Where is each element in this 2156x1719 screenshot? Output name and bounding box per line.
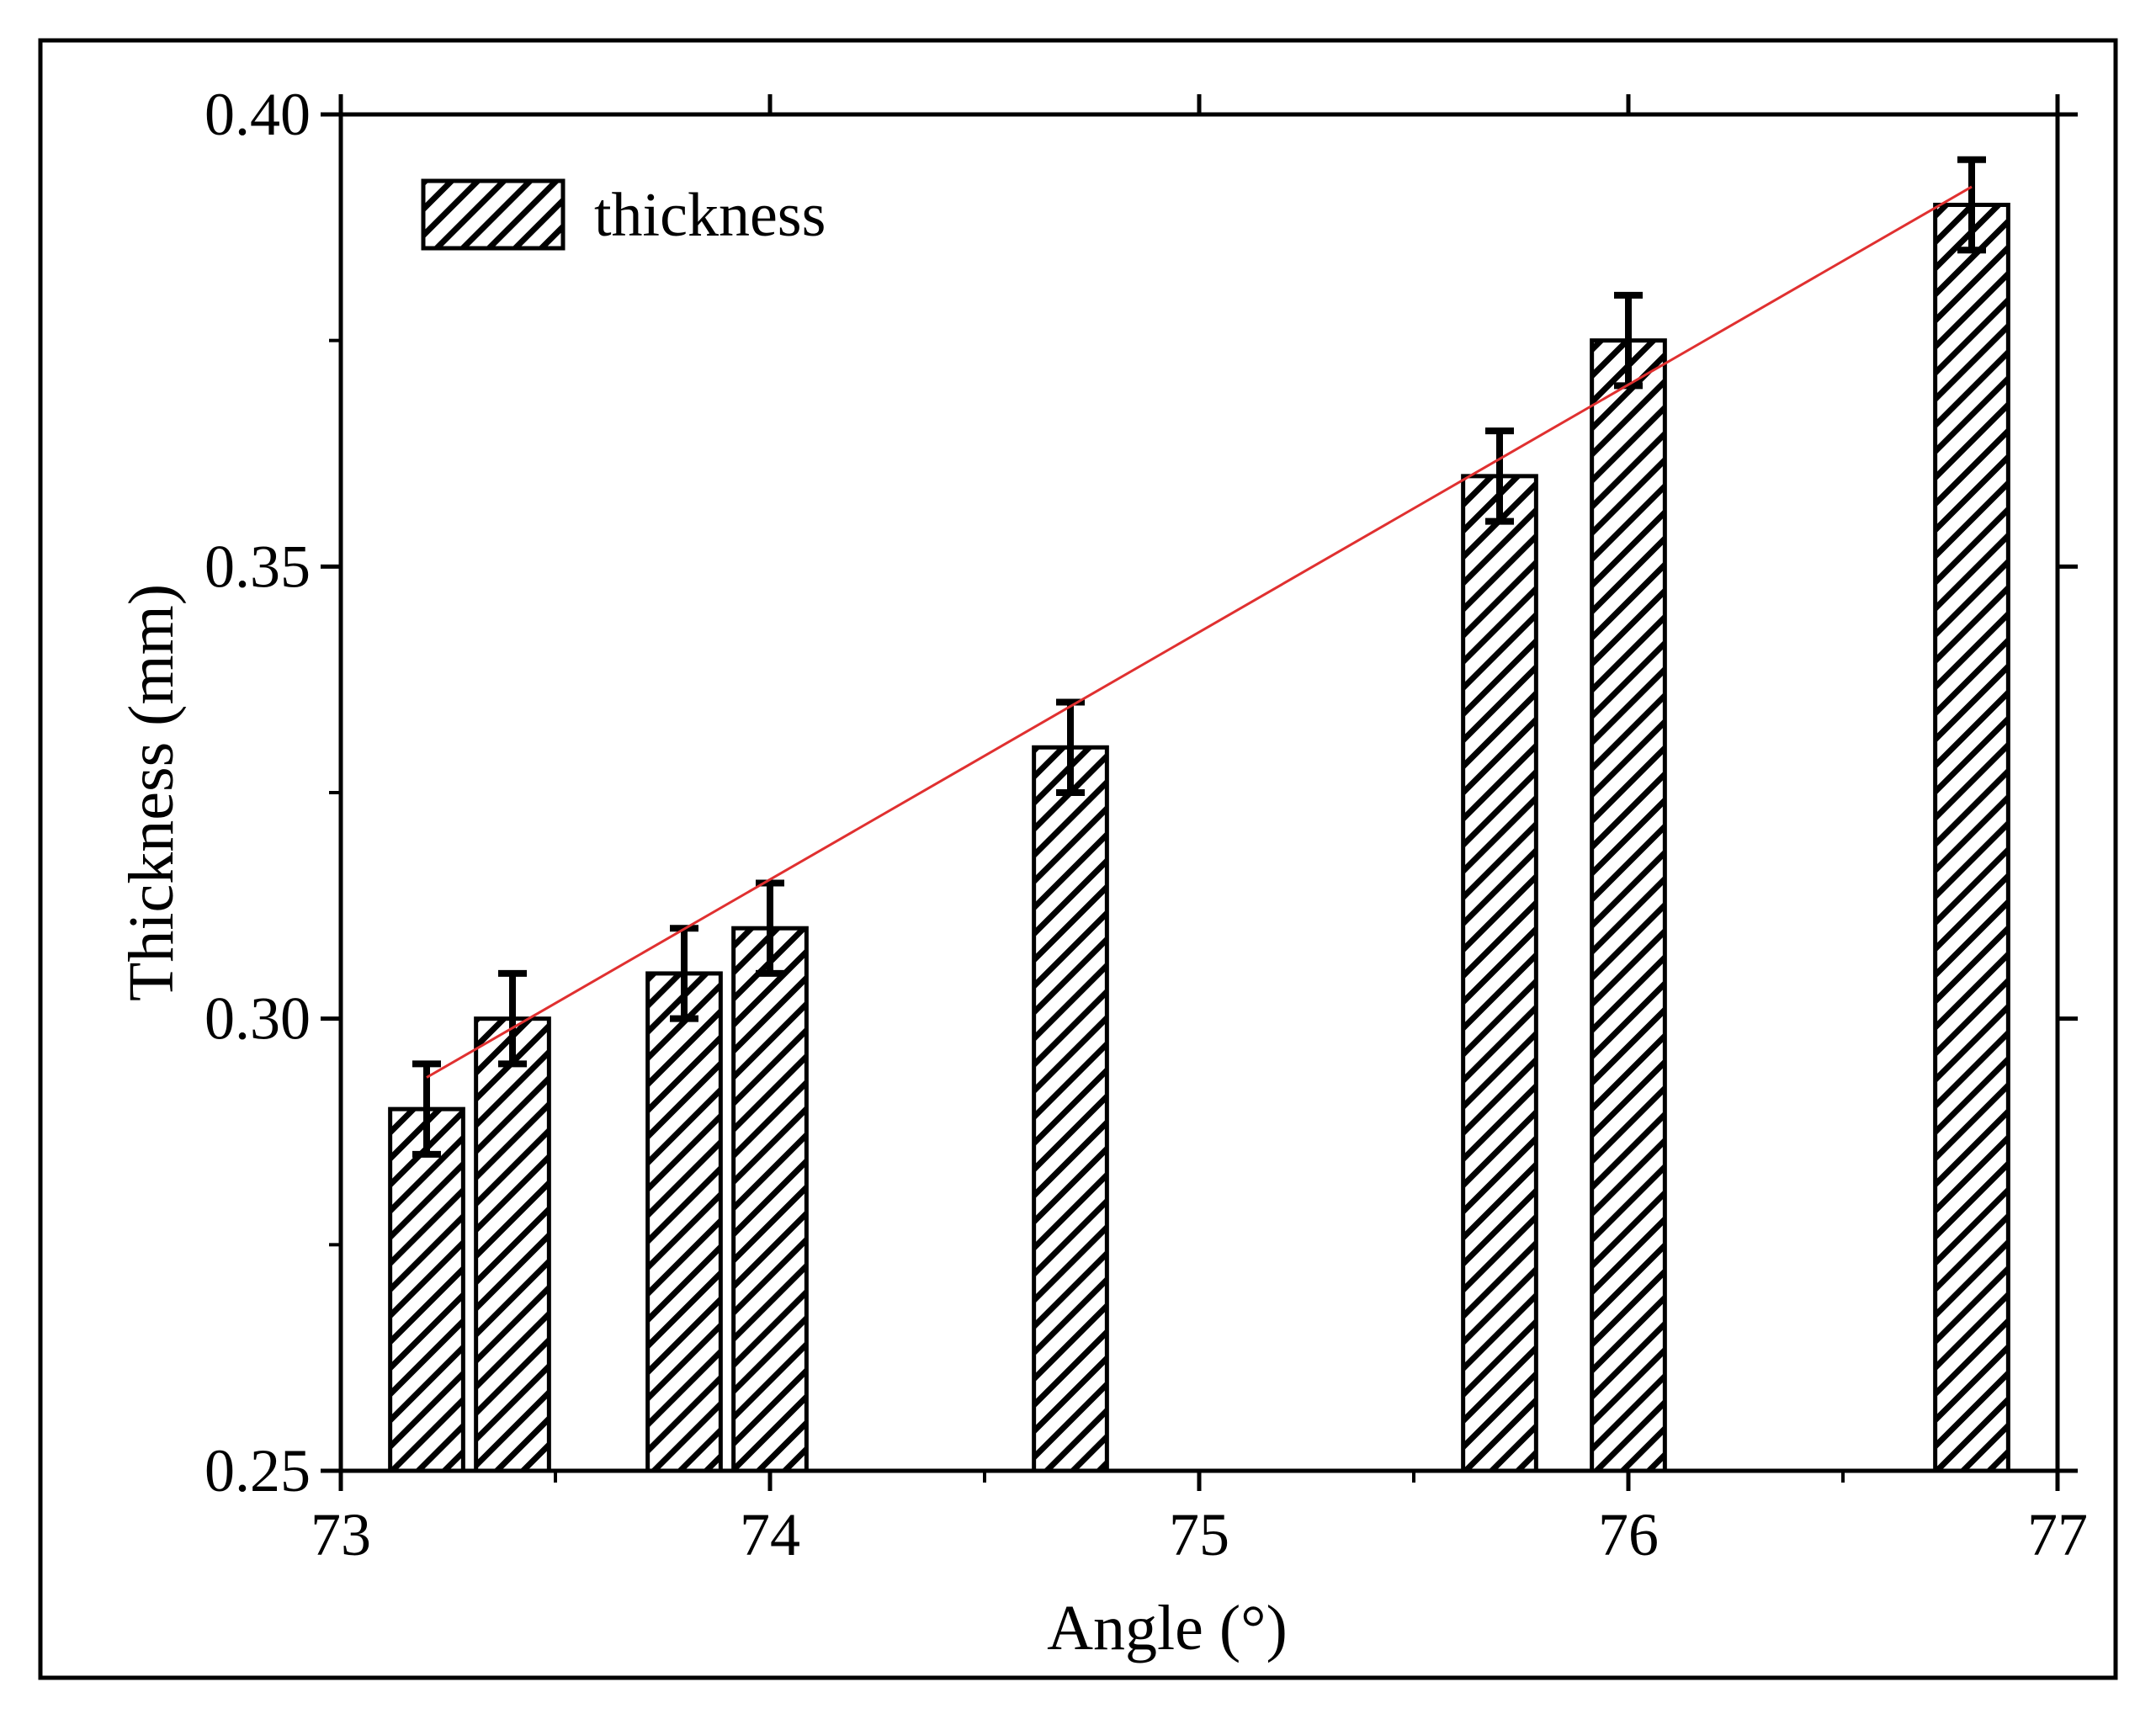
bar-3 — [731, 926, 809, 1473]
x-tick-label-4: 77 — [2027, 1501, 2088, 1568]
bar-5 — [1461, 474, 1538, 1473]
error-bar-3 — [756, 879, 784, 977]
error-bar-1 — [498, 969, 527, 1068]
error-bar-0 — [412, 1060, 441, 1158]
y-tick-label-3: 0.40 — [204, 81, 311, 148]
bar-1 — [474, 1016, 551, 1473]
error-bars-layer — [412, 156, 1986, 1158]
fit-line — [426, 185, 1973, 1079]
y-tick-label-2: 0.35 — [204, 533, 311, 600]
x-tick-label-1: 74 — [740, 1501, 800, 1568]
y-tick-label-0: 0.25 — [204, 1437, 311, 1504]
plot-frame — [338, 112, 2060, 1473]
error-bar-7 — [1957, 156, 1986, 254]
x-axis-label: Angle (°) — [1047, 1593, 1288, 1663]
x-ticks-layer: 73 74 75 76 77 — [311, 94, 2088, 1568]
x-tick-label-3: 76 — [1598, 1501, 1659, 1568]
legend: thickness — [421, 178, 826, 251]
error-bar-5 — [1485, 427, 1514, 525]
y-ticks-layer: 0.25 0.30 0.35 0.40 — [204, 81, 2078, 1504]
bar-4 — [1032, 745, 1109, 1473]
bar-7 — [1933, 202, 2010, 1473]
y-axis-label: Thickness (mm) — [116, 584, 187, 1001]
fit-line-layer — [426, 185, 1973, 1079]
bar-0 — [388, 1106, 465, 1473]
x-tick-label-2: 75 — [1169, 1501, 1229, 1568]
y-tick-label-1: 0.30 — [204, 985, 311, 1053]
bars-layer — [388, 202, 2010, 1473]
bar-6 — [1590, 338, 1667, 1473]
legend-swatch — [421, 178, 566, 251]
legend-label-thickness: thickness — [594, 181, 826, 250]
x-tick-label-0: 73 — [311, 1501, 371, 1568]
bar-2 — [645, 971, 723, 1473]
figure-frame — [38, 38, 2118, 1680]
